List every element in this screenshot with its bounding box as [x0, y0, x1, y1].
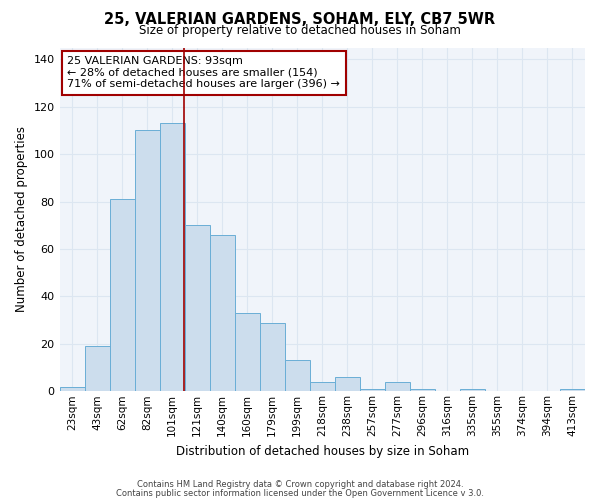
Bar [209, 235, 235, 392]
Bar [385, 382, 410, 392]
Bar [460, 389, 485, 392]
Bar [335, 377, 360, 392]
Text: Contains HM Land Registry data © Crown copyright and database right 2024.: Contains HM Land Registry data © Crown c… [137, 480, 463, 489]
Bar [560, 389, 585, 392]
Bar [160, 124, 185, 392]
Text: 25 VALERIAN GARDENS: 93sqm
← 28% of detached houses are smaller (154)
71% of sem: 25 VALERIAN GARDENS: 93sqm ← 28% of deta… [67, 56, 340, 90]
Bar [410, 389, 435, 392]
X-axis label: Distribution of detached houses by size in Soham: Distribution of detached houses by size … [176, 444, 469, 458]
Bar [310, 382, 335, 392]
Bar [85, 346, 110, 392]
Bar [360, 389, 385, 392]
Bar [260, 322, 285, 392]
Text: Contains public sector information licensed under the Open Government Licence v : Contains public sector information licen… [116, 489, 484, 498]
Bar [185, 226, 209, 392]
Bar [285, 360, 310, 392]
Text: Size of property relative to detached houses in Soham: Size of property relative to detached ho… [139, 24, 461, 37]
Y-axis label: Number of detached properties: Number of detached properties [15, 126, 28, 312]
Text: 25, VALERIAN GARDENS, SOHAM, ELY, CB7 5WR: 25, VALERIAN GARDENS, SOHAM, ELY, CB7 5W… [104, 12, 496, 28]
Bar [59, 386, 85, 392]
Bar [235, 313, 260, 392]
Bar [134, 130, 160, 392]
Bar [110, 199, 134, 392]
